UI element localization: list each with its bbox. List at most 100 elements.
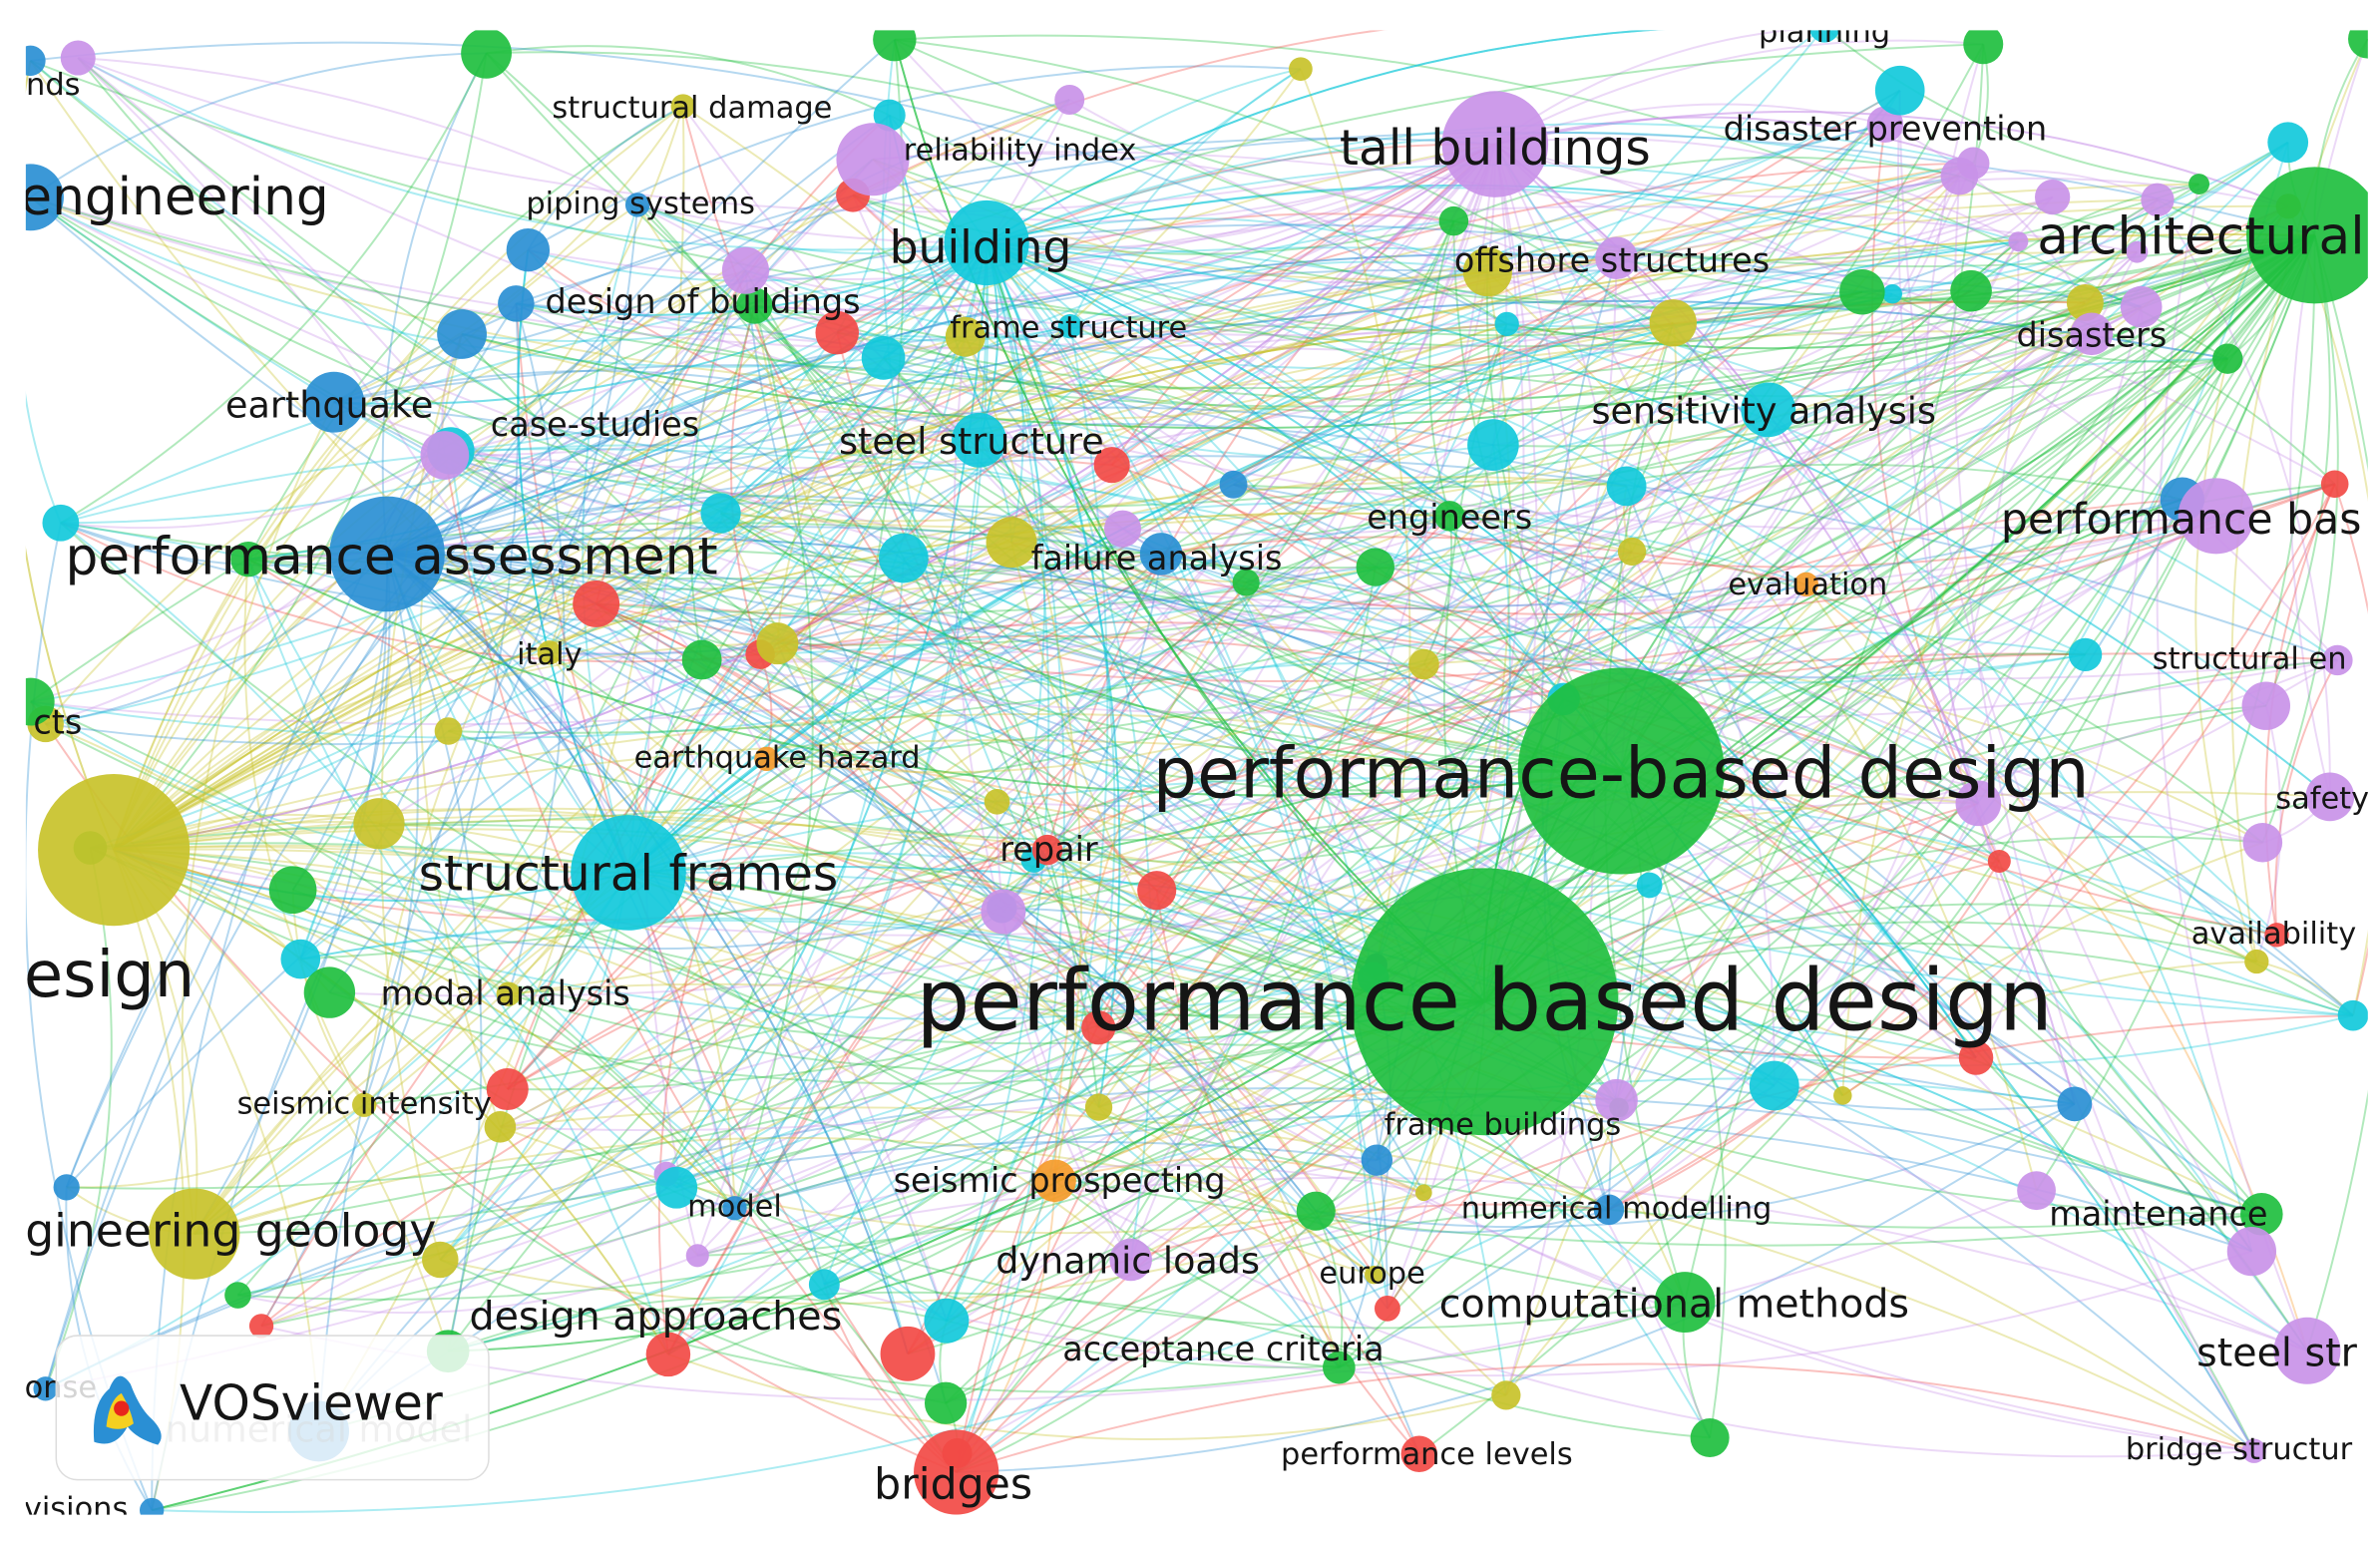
node-label: safety [2275, 781, 2369, 816]
labels: nds structural damage reliability index tal… [20, 30, 2369, 1527]
edge [386, 253, 1617, 556]
edge [113, 233, 2315, 851]
edge [507, 770, 1622, 1091]
edge [627, 872, 909, 1354]
node-label: earthquake [225, 383, 433, 426]
edge [90, 847, 1485, 1045]
edge [448, 1000, 1485, 1352]
edge [30, 700, 958, 1473]
edge [872, 152, 1674, 324]
edge [986, 68, 1302, 244]
edge [45, 1087, 1620, 1390]
node [496, 981, 521, 1006]
node [721, 246, 770, 294]
edge [461, 233, 2315, 430]
edge [986, 30, 1660, 244]
node-label: earthquake hazard [634, 740, 921, 775]
edge [30, 195, 2053, 350]
edge [30, 305, 2143, 726]
node-label: visions [24, 1492, 129, 1527]
node [1103, 510, 1142, 548]
edge [1033, 250, 2139, 861]
edge [1492, 444, 2354, 1017]
edge [194, 322, 1508, 1235]
node-label: engineering [20, 168, 328, 227]
edge [1046, 143, 1496, 851]
edge [986, 242, 1153, 1261]
node-label: europe [1319, 1257, 1424, 1292]
edge [986, 241, 1977, 1059]
node [2066, 283, 2104, 321]
edge [113, 807, 1375, 979]
node [1940, 157, 1979, 195]
edge [894, 39, 2263, 844]
edge [1387, 802, 1979, 1310]
edge [852, 194, 1124, 530]
edge [1316, 1102, 2076, 1229]
edge [450, 448, 2278, 937]
edge [237, 1000, 1485, 1301]
logo-text: VOSviewer [180, 1376, 444, 1432]
edge [720, 204, 2289, 529]
edge [667, 43, 1985, 1355]
edge [986, 241, 1376, 1276]
node [571, 815, 686, 931]
edge [996, 800, 1378, 966]
edge [986, 241, 1507, 1395]
edge [77, 57, 736, 1209]
edge [1922, 44, 1985, 804]
node [60, 40, 96, 76]
edge [995, 144, 1496, 803]
edge [194, 322, 1675, 1236]
edge [720, 512, 1622, 773]
edge [956, 1103, 2076, 1473]
node [537, 640, 563, 665]
edge [444, 233, 2315, 509]
edge [719, 219, 1454, 515]
edge [1422, 516, 1453, 665]
edge [665, 1173, 1686, 1330]
edge [1618, 44, 1985, 1109]
edge [776, 357, 885, 644]
node-label: seismic intensity [237, 1086, 492, 1121]
edge [627, 143, 1496, 874]
edge [595, 68, 1302, 605]
edge [1625, 486, 2076, 1105]
node-label: performance assessment [65, 527, 717, 586]
edge [1422, 234, 2316, 1194]
edge [1372, 409, 1770, 978]
edge [386, 553, 948, 1322]
edge [506, 325, 1071, 1090]
edge [893, 39, 1485, 1003]
edge [1615, 515, 2217, 1101]
edge [776, 528, 1123, 644]
edge [90, 847, 1056, 1182]
node [808, 1269, 840, 1301]
edge [333, 401, 2076, 1105]
edge [260, 801, 998, 1328]
edge [386, 253, 1617, 556]
node-label: piping systems [526, 187, 755, 221]
node-label: bridges [874, 1460, 1032, 1510]
edge [894, 34, 2228, 360]
edge [113, 849, 1002, 951]
edge [113, 203, 638, 851]
edge [986, 241, 1844, 1096]
edge [60, 444, 1377, 569]
node [2240, 1193, 2283, 1236]
edge [1494, 116, 1974, 165]
edge [439, 1259, 1340, 1393]
edge [893, 39, 1485, 1003]
edge [1110, 143, 1496, 466]
node [645, 1332, 691, 1377]
edge [627, 68, 1302, 874]
edge [1156, 498, 2182, 892]
edge [627, 871, 1686, 1304]
node-label: italy [517, 637, 582, 672]
edge [675, 1013, 1977, 1189]
edge [30, 159, 874, 703]
edge [1608, 860, 2001, 1211]
edge [1160, 220, 1455, 556]
edge [595, 602, 1485, 1003]
edge [745, 195, 2053, 337]
